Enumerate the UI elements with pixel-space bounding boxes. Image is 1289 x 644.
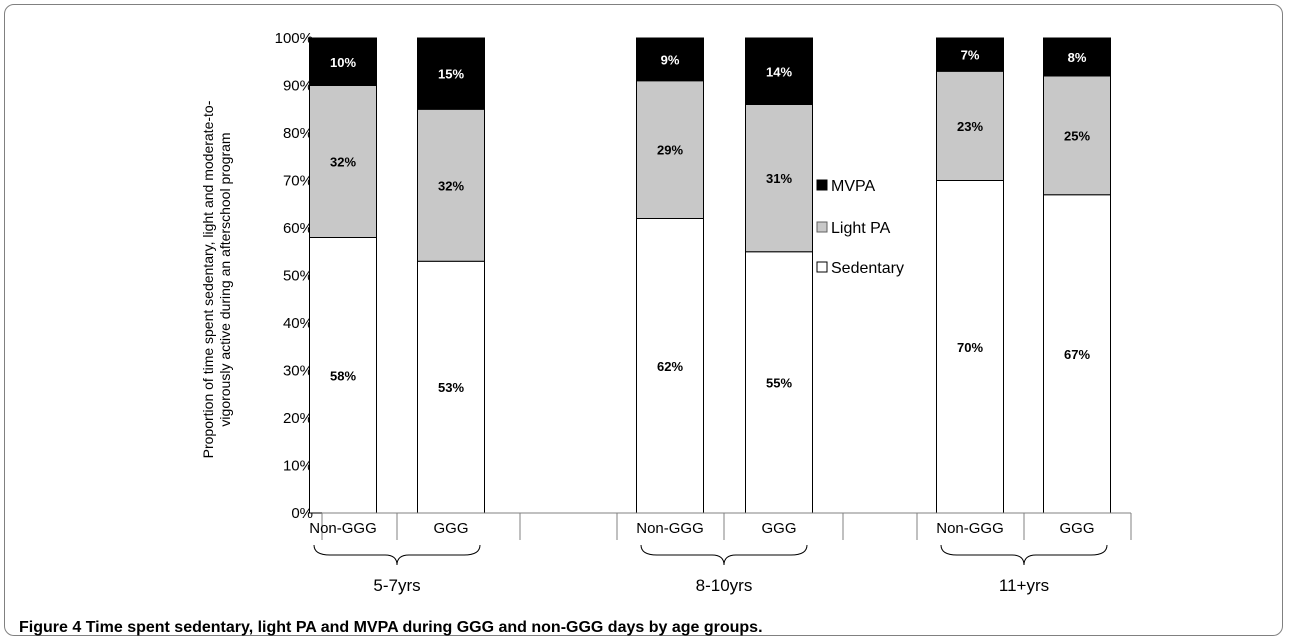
x-axis: Non-GGG GGG Non-GGG GGG Non-GGG GGG [309,512,1132,540]
legend-marker [816,261,828,273]
group-brace [313,544,481,566]
group-brace [940,544,1108,566]
legend-marker [816,179,828,191]
bar-segment-sedentary [1043,194,1111,514]
figure-caption: Figure 4 Time spent sedentary, light PA … [19,619,763,637]
data-label: 62% [657,359,683,374]
bar-segment-sedentary [936,180,1004,514]
legend-marker [816,221,828,233]
group-label: 11+yrs [999,576,1049,595]
group-label: 5-7yrs [373,576,420,595]
bar-segment-light-pa [745,104,813,253]
x-tick-label: Non-GGG [636,520,704,537]
figure-caption-label: Figure 4 [19,619,82,636]
legend-label: MVPA [831,178,875,195]
bar-segment-mvpa [745,37,813,105]
data-label: 14% [766,64,792,79]
y-tick-label: 70% [283,173,313,190]
bar-segment-mvpa [417,37,485,110]
legend-label: Light PA [831,220,891,237]
bar-segment-light-pa [417,108,485,262]
figure-caption-text: Time spent sedentary, light PA and MVPA … [85,619,763,636]
bar-segment-sedentary [417,260,485,514]
y-tick-label: 10% [283,458,313,475]
bar-segment-light-pa [636,80,704,219]
bar-segment-light-pa [1043,75,1111,196]
group-label: 8-10yrs [696,576,753,595]
data-label: 53% [438,380,464,395]
data-label: 7% [961,48,980,63]
x-tick-label: GGG [1059,520,1094,537]
y-tick-label: 0% [291,505,313,522]
data-label: 9% [661,52,680,67]
data-label: 32% [330,155,356,170]
y-axis: 0% 10% 20% 30% 40% 50% 60% 70% 80% 90% 100% [275,30,323,522]
x-tick-label: GGG [761,520,796,537]
y-tick-label: 60% [283,220,313,237]
x-tick-label: GGG [433,520,468,537]
data-label: 29% [657,143,683,158]
y-tick-label: 50% [283,268,313,285]
y-tick-label: 90% [283,78,313,95]
data-label: 67% [1064,347,1090,362]
bar-segment-light-pa [309,85,377,238]
data-label: 15% [438,67,464,82]
bars-layer: 58% 32% 10% 53% 32% 15% 62% 29% 9% 55% 31% 14% 70% 23… [309,37,1111,514]
data-label: 70% [957,340,983,355]
x-tick-label: Non-GGG [936,520,1004,537]
legend-label: Sedentary [831,260,904,277]
bar-segment-light-pa [936,70,1004,181]
data-label: 8% [1068,50,1087,65]
y-tick-label: 40% [283,315,313,332]
y-tick-label: 80% [283,125,313,142]
y-axis-label-line-2: vigorously active during an afterschool … [217,132,233,426]
bar-segment-mvpa [636,37,704,82]
data-label: 32% [438,178,464,193]
x-tick-label: Non-GGG [309,520,377,537]
figure-frame: 0% 10% 20% 30% 40% 50% 60% 70% 80% 90% 100% 58% 32%… [4,4,1283,636]
y-tick-label: 20% [283,410,313,427]
bar-segment-mvpa [1043,37,1111,77]
age-group-layer: 5-7yrs 8-10yrs 11+yrs [313,544,1108,595]
data-label: 25% [1064,128,1090,143]
bar-segment-sedentary [309,237,377,514]
y-tick-label: 100% [275,30,313,47]
bar-segment-mvpa [309,37,377,86]
bar-segment-mvpa [936,37,1004,72]
data-label: 31% [766,171,792,186]
data-label: 10% [330,55,356,70]
data-label: 23% [957,119,983,134]
y-tick-label: 30% [283,363,313,380]
y-axis-label-line-1: Proportion of time spent sedentary, ligh… [200,100,216,458]
data-label: 58% [330,368,356,383]
legend: MVPA Light PA Sedentary [816,178,904,277]
bar-segment-sedentary [636,218,704,514]
group-brace [640,544,808,566]
data-label: 55% [766,375,792,390]
bar-segment-sedentary [745,251,813,514]
stacked-bar-chart: 0% 10% 20% 30% 40% 50% 60% 70% 80% 90% 100% 58% 32%… [200,30,1132,595]
